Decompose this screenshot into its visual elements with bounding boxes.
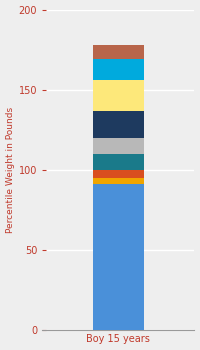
- Bar: [93, 184, 144, 330]
- Y-axis label: Percentile Weight in Pounds: Percentile Weight in Pounds: [6, 107, 15, 233]
- Bar: [93, 59, 144, 80]
- Bar: [93, 45, 144, 59]
- Bar: [93, 178, 144, 184]
- Bar: [93, 111, 144, 138]
- Bar: [93, 80, 144, 111]
- Bar: [93, 138, 144, 154]
- Bar: [93, 170, 144, 178]
- Bar: [93, 154, 144, 170]
